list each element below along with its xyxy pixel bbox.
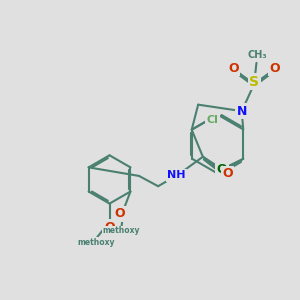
Text: CH₃: CH₃	[247, 50, 267, 60]
Text: O: O	[114, 207, 125, 220]
Text: methoxy: methoxy	[103, 226, 140, 235]
Text: Cl: Cl	[207, 115, 219, 125]
Text: S: S	[249, 75, 259, 89]
Text: O: O	[269, 62, 280, 75]
Text: O: O	[222, 167, 232, 180]
Text: NH: NH	[167, 170, 186, 180]
Text: O: O	[104, 220, 115, 234]
Text: O: O	[217, 163, 227, 176]
Text: N: N	[237, 105, 247, 118]
Text: methoxy: methoxy	[77, 238, 115, 247]
Text: O: O	[228, 62, 239, 75]
